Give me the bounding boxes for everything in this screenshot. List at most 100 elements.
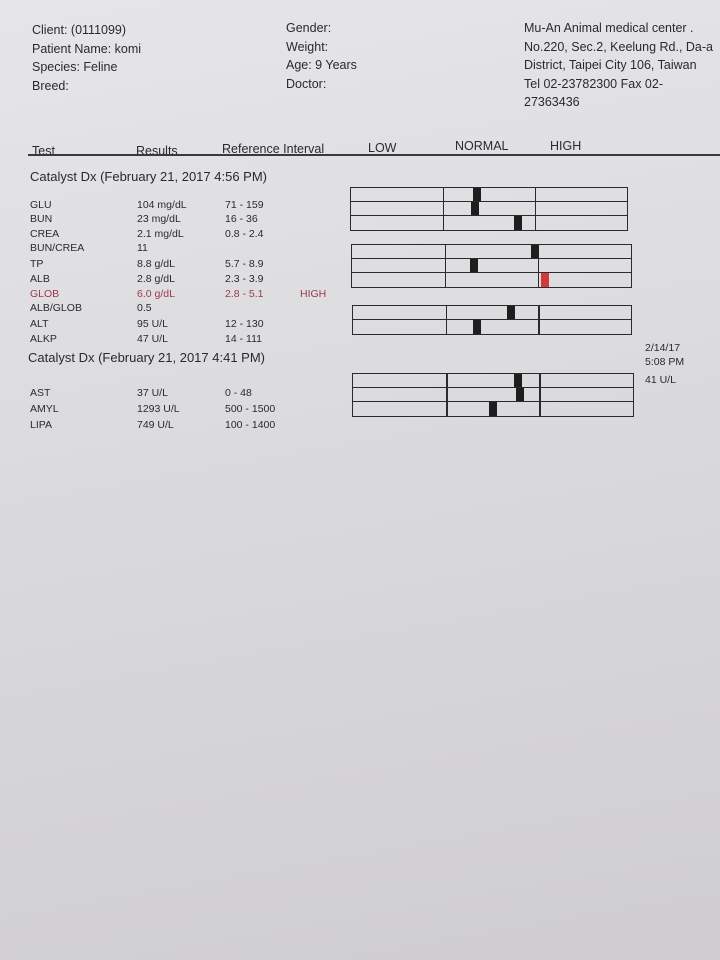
range-bar-tp [352,245,631,259]
range-divider [444,259,447,272]
range-divider [538,320,540,334]
range-divider [444,245,447,258]
patient-name: Patient Name: komi [32,41,142,56]
test-row-alkp: ALKP 47 U/L 14 - 111 [30,332,350,347]
doctor: Doctor: [286,76,327,91]
patient-info: Client: (0111099) Patient Name: komi Spe… [32,21,141,95]
age: Age: 9 Years [286,58,357,72]
range-divider [442,188,445,201]
test-row-bun-crea: BUN/CREA 11 [30,241,350,256]
result-marker-glob [541,273,550,287]
range-bar-alkp [353,320,631,334]
range-bar-bun [351,202,627,216]
prior-date: 2/14/17 [645,342,681,354]
test-row-alb: ALB 2.8 g/dL 2.3 - 3.9 [30,272,350,287]
result-marker-ast [514,374,523,387]
test-row-alt: ALT 95 U/L 12 - 130 [30,317,350,332]
prior-time: 5:08 PM [645,356,685,368]
range-divider [539,374,541,387]
test-name: BUN [30,213,53,225]
col-high: HIGH [550,139,582,153]
reference-interval: 2.8 - 5.1 [225,288,264,300]
test-result: 2.8 g/dL [137,273,175,285]
test-result: 749 U/L [137,419,174,431]
test-row-lipa: LIPA 749 U/L 100 - 1400 [30,418,350,433]
range-divider [446,402,448,416]
range-divider [538,306,540,319]
range-bar-alt [353,306,631,320]
range-divider [442,216,445,230]
section-title: Catalyst Dx (February 21, 2017 4:41 PM) [28,350,265,365]
test-result: 23 mg/dL [137,213,181,225]
flag: HIGH [300,288,327,300]
col-low: LOW [368,141,397,155]
range-divider [537,273,540,287]
range-divider [534,188,537,201]
test-row-ast: AST 37 U/L 0 - 48 [30,386,350,401]
species: Species: Feline [32,60,118,74]
clinic-fax: 27363436 [524,95,580,109]
range-divider [442,202,445,215]
test-result: 1293 U/L [137,403,180,415]
range-divider [534,216,537,230]
range-divider [444,273,447,287]
prior-result: 2/14/17 5:08 PM 41 U/L [645,341,684,387]
test-result: 11 [137,242,148,254]
range-bar-group [352,373,634,417]
test-name: AMYL [30,403,59,415]
test-name: LIPA [30,419,52,431]
range-divider [445,306,448,319]
result-marker-bun [471,202,480,215]
range-divider [534,202,537,215]
result-marker-lipa [488,402,497,416]
result-marker-alt [506,306,515,319]
result-marker-alb [470,259,479,272]
test-result: 104 mg/dL [137,199,187,211]
test-row-glob: GLOB 6.0 g/dL 2.8 - 5.1 HIGH [30,287,350,302]
range-divider [539,402,541,416]
test-row-crea: CREA 2.1 mg/dL 0.8 - 2.4 [30,227,350,242]
range-bar-group [351,244,632,288]
range-bar-crea [351,216,627,230]
test-name: GLOB [30,288,60,300]
range-divider [537,259,540,272]
range-divider [539,388,541,401]
header-divider [28,154,720,156]
test-name: BUN/CREA [30,242,85,254]
reference-interval: 500 - 1500 [225,403,276,415]
client-id: Client: (0111099) [32,23,127,37]
test-name: CREA [30,228,60,240]
result-marker-alkp [473,320,482,334]
weight: Weight: [286,39,329,54]
reference-interval: 12 - 130 [225,318,264,330]
reference-interval: 0 - 48 [225,387,252,399]
range-bar-ast [353,374,633,388]
test-result: 6.0 g/dL [137,288,175,300]
range-divider [446,374,448,387]
test-result: 2.1 mg/dL [137,228,184,240]
test-result: 47 U/L [137,333,168,345]
breed: Breed: [32,78,69,93]
result-marker-tp [531,245,540,258]
reference-interval: 100 - 1400 [225,419,276,431]
range-bar-group [350,187,628,231]
reference-interval: 14 - 111 [225,333,262,345]
reference-interval: 5.7 - 8.9 [225,258,264,270]
prior-value: 41 U/L [645,374,676,386]
test-name: GLU [30,199,52,211]
range-bar-glu [351,188,627,202]
col-reference: Reference Interval [222,142,325,156]
clinic-name: Mu-An Animal medical center . [524,21,694,35]
patient-details: Gender: Weight: Age: 9 Years Doctor: [286,19,357,93]
test-result: 0.5 [137,302,152,314]
result-marker-crea [513,216,522,230]
test-row-tp: TP 8.8 g/dL 5.7 - 8.9 [30,257,350,272]
clinic-phone: Tel 02-23782300 Fax 02- [524,76,663,91]
test-row-glu: GLU 104 mg/dL 71 - 159 [30,198,350,213]
col-normal: NORMAL [455,139,509,153]
reference-interval: 2.3 - 3.9 [225,273,264,285]
result-marker-amyl [516,388,525,401]
range-divider [445,320,448,334]
test-row-amyl: AMYL 1293 U/L 500 - 1500 [30,402,350,417]
test-name: ALT [30,318,49,330]
